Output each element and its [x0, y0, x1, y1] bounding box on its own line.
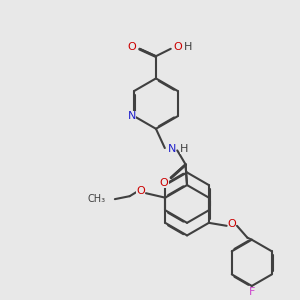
- Text: N: N: [168, 144, 176, 154]
- Text: CH₃: CH₃: [87, 194, 105, 204]
- Text: O: O: [160, 178, 169, 188]
- Text: O: O: [228, 219, 236, 229]
- Text: O: O: [136, 186, 145, 196]
- Text: N: N: [128, 111, 136, 121]
- Text: O: O: [127, 42, 136, 52]
- Text: H: H: [180, 144, 188, 154]
- Text: O: O: [174, 42, 182, 52]
- Text: F: F: [249, 287, 255, 298]
- Text: H: H: [184, 42, 192, 52]
